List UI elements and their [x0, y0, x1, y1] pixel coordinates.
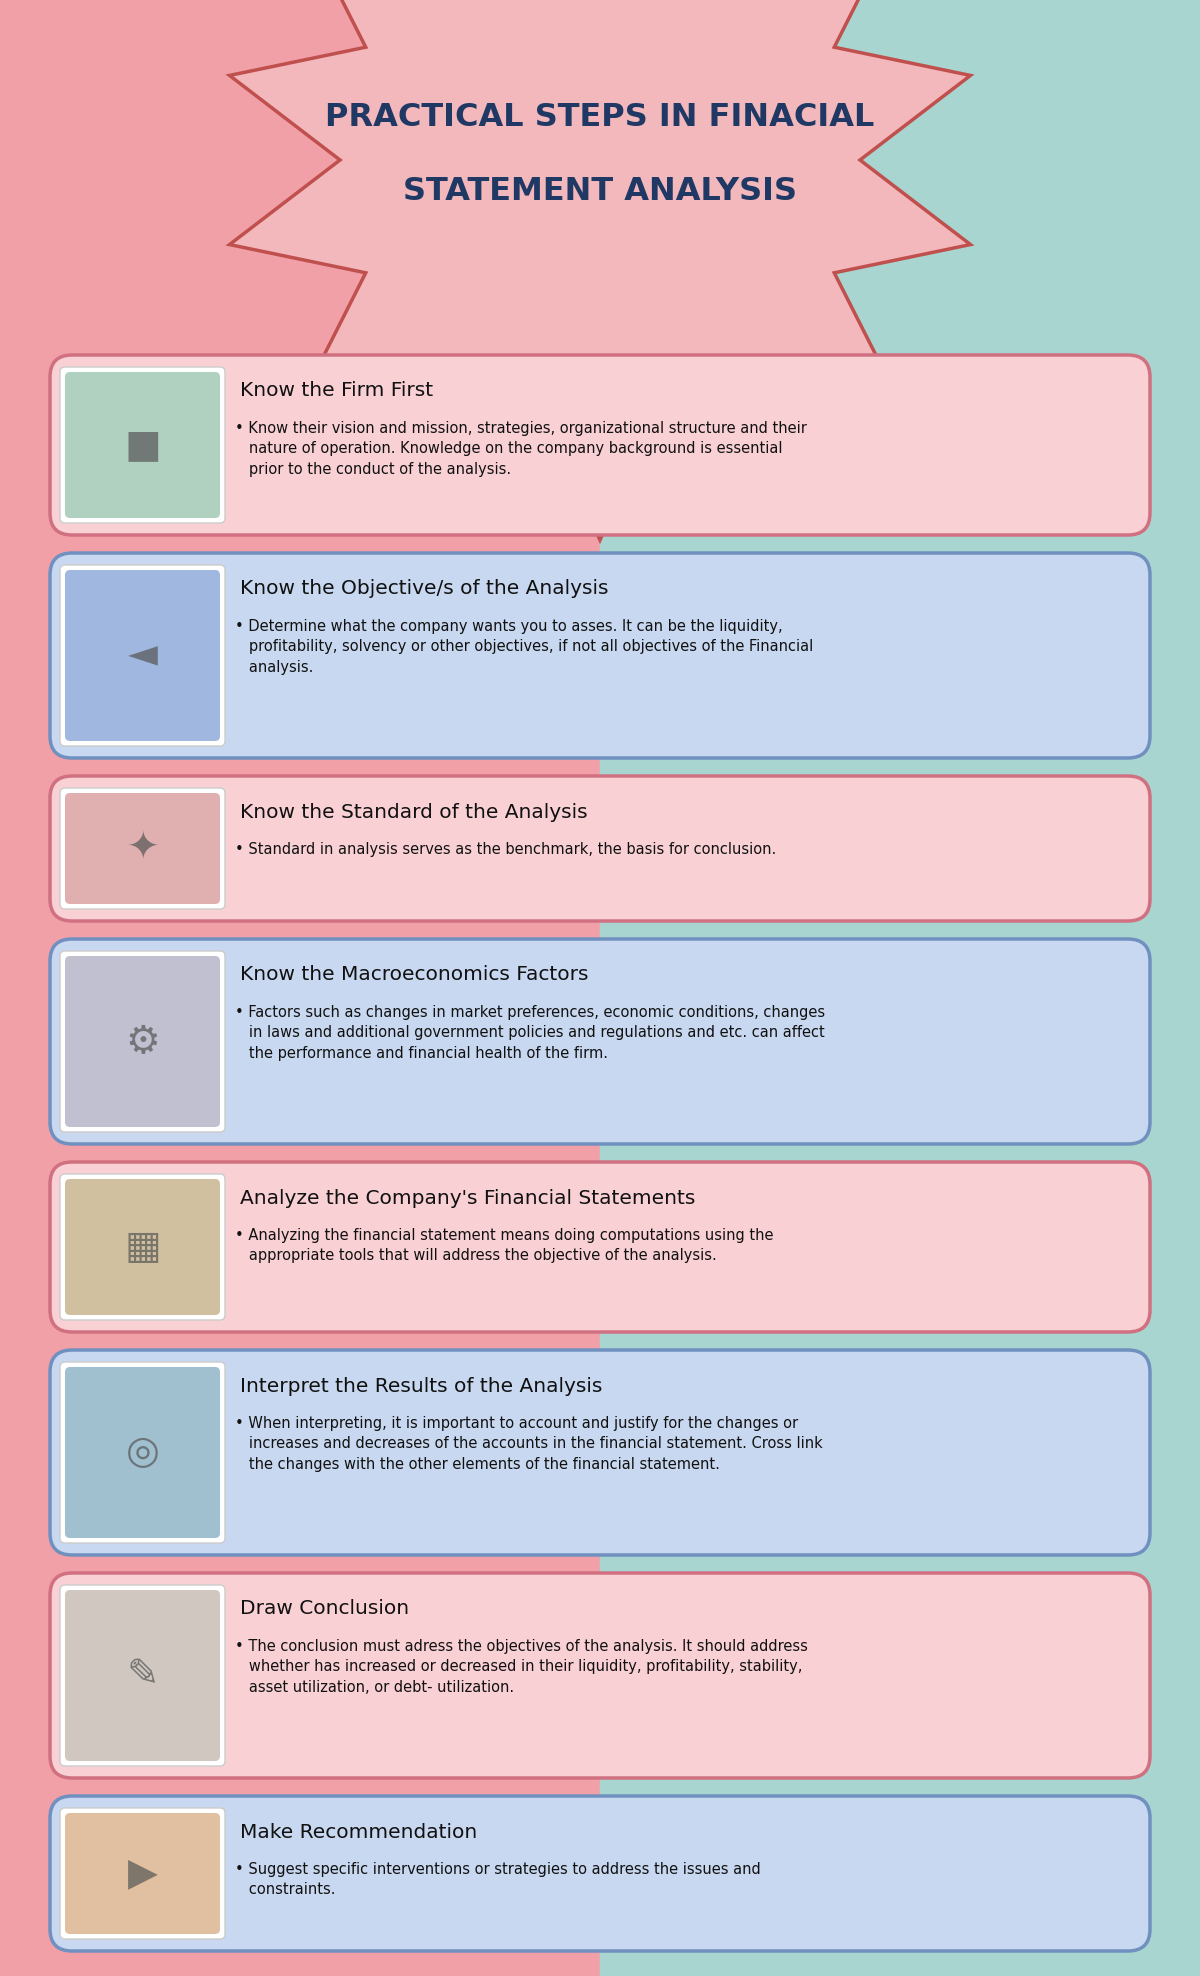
Text: PRACTICAL STEPS IN FINACIAL: PRACTICAL STEPS IN FINACIAL	[325, 103, 875, 134]
FancyBboxPatch shape	[60, 1808, 226, 1938]
FancyBboxPatch shape	[50, 777, 1150, 921]
Text: • The conclusion must adress the objectives of the analysis. It should address
 : • The conclusion must adress the objecti…	[235, 1638, 808, 1695]
Text: Analyze the Company's Financial Statements: Analyze the Company's Financial Statemen…	[240, 1188, 695, 1207]
Text: Know the Objective/s of the Analysis: Know the Objective/s of the Analysis	[240, 579, 608, 599]
FancyBboxPatch shape	[50, 939, 1150, 1144]
Text: • Factors such as changes in market preferences, economic conditions, changes
  : • Factors such as changes in market pref…	[235, 1006, 826, 1061]
Text: • Analyzing the financial statement means doing computations using the
   approp: • Analyzing the financial statement mean…	[235, 1227, 774, 1263]
Text: ■: ■	[124, 427, 161, 464]
Text: Know the Standard of the Analysis: Know the Standard of the Analysis	[240, 802, 588, 822]
Text: Know the Macroeconomics Factors: Know the Macroeconomics Factors	[240, 966, 588, 984]
FancyBboxPatch shape	[50, 553, 1150, 759]
FancyBboxPatch shape	[60, 565, 226, 747]
Text: • Determine what the company wants you to asses. It can be the liquidity,
   pro: • Determine what the company wants you t…	[235, 618, 814, 674]
Text: Make Recommendation: Make Recommendation	[240, 1822, 478, 1842]
Text: ◄: ◄	[127, 636, 157, 674]
Text: ▦: ▦	[124, 1227, 161, 1267]
Text: • When interpreting, it is important to account and justify for the changes or
 : • When interpreting, it is important to …	[235, 1417, 823, 1472]
FancyBboxPatch shape	[50, 1573, 1150, 1778]
FancyBboxPatch shape	[60, 1585, 226, 1767]
FancyBboxPatch shape	[65, 1180, 220, 1314]
FancyBboxPatch shape	[50, 356, 1150, 535]
Bar	[600, 0, 1200, 1976]
FancyBboxPatch shape	[65, 569, 220, 741]
FancyBboxPatch shape	[60, 950, 226, 1132]
Text: Draw Conclusion: Draw Conclusion	[240, 1599, 409, 1618]
FancyBboxPatch shape	[65, 1591, 220, 1761]
Text: • Suggest specific interventions or strategies to address the issues and
   cons: • Suggest specific interventions or stra…	[235, 1861, 761, 1897]
FancyBboxPatch shape	[65, 1367, 220, 1537]
Text: Know the Firm First: Know the Firm First	[240, 381, 433, 401]
Bar	[0, 0, 600, 1976]
Text: ✎: ✎	[126, 1656, 158, 1695]
Text: ◎: ◎	[126, 1433, 160, 1472]
FancyBboxPatch shape	[50, 1350, 1150, 1555]
Text: Interpret the Results of the Analysis: Interpret the Results of the Analysis	[240, 1377, 602, 1395]
Polygon shape	[229, 0, 971, 539]
Text: ⚙: ⚙	[125, 1022, 160, 1061]
Text: • Standard in analysis serves as the benchmark, the basis for conclusion.: • Standard in analysis serves as the ben…	[235, 842, 776, 858]
Text: ✦: ✦	[126, 830, 158, 867]
Text: • Know their vision and mission, strategies, organizational structure and their
: • Know their vision and mission, strateg…	[235, 421, 806, 476]
FancyBboxPatch shape	[60, 368, 226, 524]
FancyBboxPatch shape	[60, 788, 226, 909]
FancyBboxPatch shape	[65, 1814, 220, 1935]
FancyBboxPatch shape	[65, 371, 220, 518]
FancyBboxPatch shape	[65, 792, 220, 903]
FancyBboxPatch shape	[60, 1174, 226, 1320]
FancyBboxPatch shape	[50, 1796, 1150, 1950]
FancyBboxPatch shape	[65, 956, 220, 1126]
Text: STATEMENT ANALYSIS: STATEMENT ANALYSIS	[403, 176, 797, 207]
FancyBboxPatch shape	[50, 1162, 1150, 1332]
Text: ▶: ▶	[127, 1855, 157, 1893]
FancyBboxPatch shape	[60, 1361, 226, 1543]
